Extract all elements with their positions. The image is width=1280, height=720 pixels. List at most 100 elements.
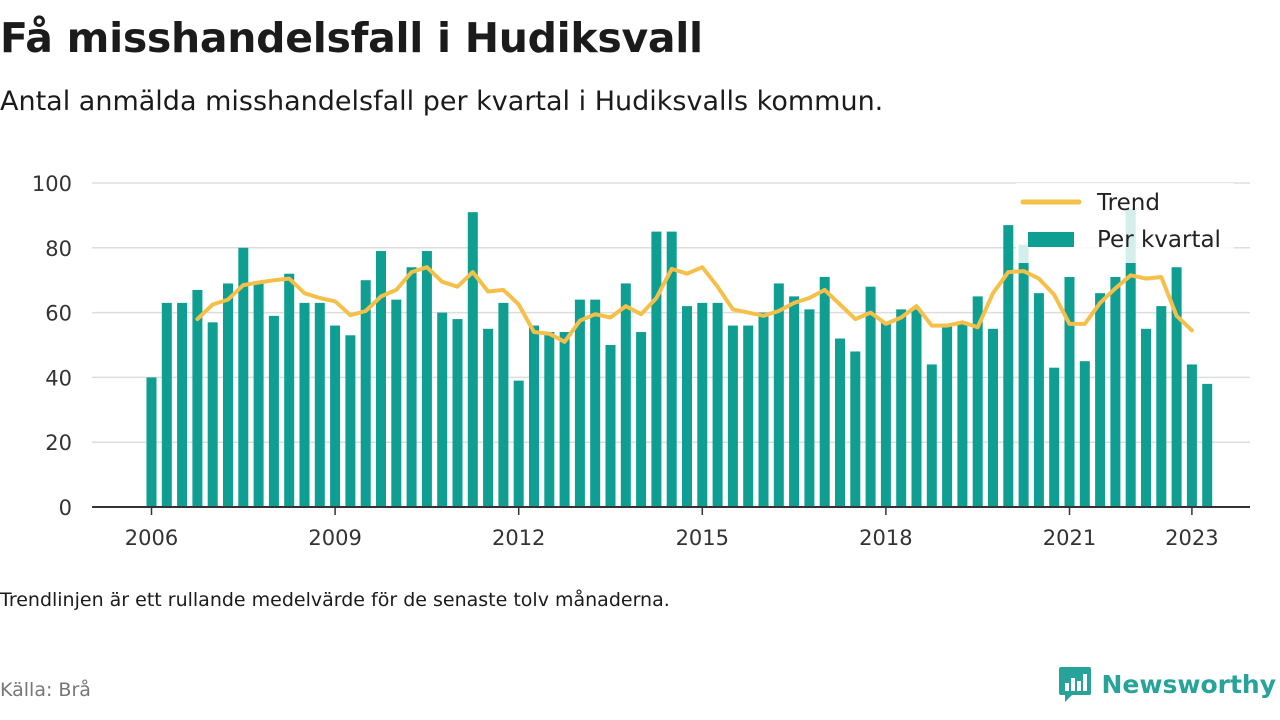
- chart-title: Få misshandelsfall i Hudiksvall: [0, 14, 703, 62]
- bar-line-chart: 0 20 40 60 80 100 2006 2009 2012 2015 2018 2021 202…: [32, 172, 1250, 550]
- bar: [1125, 208, 1136, 508]
- bar: [544, 332, 555, 507]
- y-tick-label: 20: [45, 431, 72, 455]
- y-tick-label: 80: [45, 237, 72, 261]
- bar: [1079, 361, 1090, 507]
- bars-per-kvartal: [146, 208, 1213, 508]
- y-tick-label: 100: [32, 172, 72, 196]
- bar: [268, 315, 279, 507]
- chart-subtitle: Antal anmälda misshandelsfall per kvarta…: [0, 86, 884, 117]
- trend-line-group: [195, 265, 1194, 344]
- bar: [957, 322, 968, 507]
- y-axis-ticks: 0 20 40 60 80 100: [32, 172, 72, 520]
- bar: [467, 212, 478, 507]
- bar: [498, 302, 509, 507]
- bar: [360, 280, 371, 507]
- bar: [758, 312, 769, 507]
- trend-line: [195, 265, 1194, 344]
- bar: [1171, 267, 1182, 507]
- bar: [850, 351, 861, 507]
- bar: [437, 312, 448, 507]
- legend-bars-label: Per kvartal: [1097, 227, 1221, 253]
- bar: [835, 338, 845, 507]
- bar: [1018, 244, 1029, 507]
- bar: [682, 306, 692, 507]
- bar: [1003, 225, 1014, 507]
- x-tick-label: 2021: [1043, 526, 1096, 550]
- bar: [483, 328, 494, 507]
- bar: [697, 302, 708, 507]
- bar: [620, 283, 631, 507]
- bar: [574, 299, 585, 507]
- bar: [1049, 367, 1060, 507]
- legend-trend-label: Trend: [1096, 190, 1160, 216]
- x-tick-label: 2018: [859, 526, 912, 550]
- bar: [559, 332, 570, 507]
- bar: [391, 299, 402, 507]
- bar: [376, 251, 386, 507]
- bar: [666, 231, 677, 507]
- bar: [926, 364, 937, 507]
- y-tick-label: 0: [59, 496, 72, 520]
- bar: [1156, 306, 1167, 507]
- bar: [452, 319, 463, 507]
- bar: [146, 377, 157, 507]
- bar: [345, 335, 356, 507]
- bar: [192, 289, 203, 507]
- x-axis-ticks: 2006 2009 2012 2015 2018 2021 2023: [125, 507, 1219, 550]
- bar: [1064, 276, 1075, 507]
- bar: [988, 328, 998, 507]
- bar: [1186, 364, 1197, 507]
- bar: [161, 302, 172, 507]
- legend: Trend Per kvartal: [1016, 183, 1234, 263]
- bar: [773, 283, 784, 507]
- bar: [727, 325, 738, 507]
- bar: [406, 267, 417, 507]
- bar: [880, 322, 891, 507]
- bar: [743, 325, 754, 507]
- source-text: Källa: Brå: [0, 679, 91, 701]
- y-tick-label: 60: [45, 302, 72, 326]
- bar: [529, 325, 539, 507]
- newsworthy-logo-icon: [1058, 667, 1091, 702]
- bar: [513, 380, 524, 507]
- bar: [590, 299, 601, 507]
- bar: [207, 322, 218, 507]
- x-tick-label: 2009: [308, 526, 361, 550]
- bar: [942, 325, 953, 507]
- bar: [299, 302, 310, 507]
- bar: [1202, 383, 1213, 507]
- legend-background: [1016, 183, 1234, 263]
- legend-bars-swatch: [1028, 232, 1074, 247]
- bar: [238, 247, 249, 508]
- bar: [605, 345, 616, 507]
- x-tick-label: 2015: [676, 526, 729, 550]
- bar: [1033, 293, 1044, 507]
- bar: [789, 296, 800, 507]
- bar: [330, 325, 341, 507]
- bar: [712, 302, 723, 507]
- brand-logo: Newsworthy: [1058, 664, 1277, 704]
- bar: [1095, 293, 1106, 507]
- bar: [819, 276, 830, 507]
- bar: [636, 332, 647, 507]
- bar: [314, 302, 325, 507]
- y-tick-label: 40: [45, 366, 72, 390]
- x-tick-label: 2006: [125, 526, 178, 550]
- bar: [896, 309, 907, 507]
- bar: [284, 273, 295, 507]
- chart-note: Trendlinjen är ett rullande medelvärde f…: [0, 589, 670, 611]
- bar: [865, 286, 876, 507]
- bar: [804, 309, 815, 507]
- bar: [177, 302, 188, 507]
- brand-name: Newsworthy: [1101, 669, 1277, 699]
- bar: [972, 296, 983, 507]
- bar: [651, 231, 662, 507]
- bar: [1110, 276, 1121, 507]
- bar: [223, 283, 233, 507]
- bar: [421, 251, 432, 507]
- x-tick-label: 2012: [492, 526, 545, 550]
- bar: [253, 283, 264, 507]
- bar: [911, 309, 922, 507]
- x-tick-label: 2023: [1165, 526, 1218, 550]
